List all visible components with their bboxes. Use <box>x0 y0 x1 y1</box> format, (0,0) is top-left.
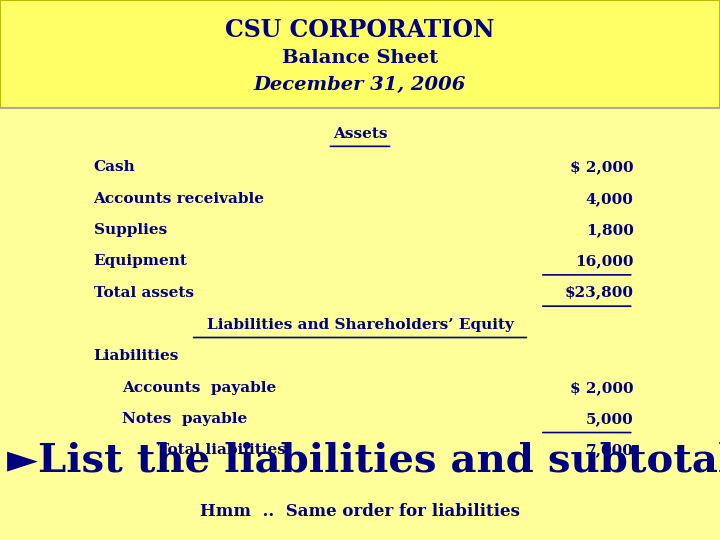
Text: $ 2,000: $ 2,000 <box>570 160 634 174</box>
Text: Cash: Cash <box>94 160 135 174</box>
Text: Supplies: Supplies <box>94 223 167 237</box>
Text: Accounts  payable: Accounts payable <box>122 381 276 395</box>
Text: $ 2,000: $ 2,000 <box>570 381 634 395</box>
Text: ►List the liabilities and subtotal: ►List the liabilities and subtotal <box>7 441 720 479</box>
Text: Accounts receivable: Accounts receivable <box>94 192 265 206</box>
Text: Balance Sheet: Balance Sheet <box>282 49 438 67</box>
Text: Total liabilities: Total liabilities <box>158 443 287 457</box>
Text: 4,000: 4,000 <box>586 192 634 206</box>
Text: Equipment: Equipment <box>94 254 187 268</box>
Text: Total assets: Total assets <box>94 286 194 300</box>
Text: December 31, 2006: December 31, 2006 <box>254 76 466 94</box>
FancyBboxPatch shape <box>0 0 720 108</box>
Text: Assets: Assets <box>333 127 387 141</box>
Text: Liabilities and Shareholders’ Equity: Liabilities and Shareholders’ Equity <box>207 318 513 332</box>
Text: Liabilities: Liabilities <box>94 349 179 363</box>
Text: 16,000: 16,000 <box>575 254 634 268</box>
Text: CSU CORPORATION: CSU CORPORATION <box>225 18 495 42</box>
Text: $23,800: $23,800 <box>564 286 634 300</box>
Text: 7,000: 7,000 <box>586 443 634 457</box>
Text: 5,000: 5,000 <box>586 412 634 426</box>
Text: Notes  payable: Notes payable <box>122 412 248 426</box>
Text: 1,800: 1,800 <box>586 223 634 237</box>
Text: Hmm  ..  Same order for liabilities: Hmm .. Same order for liabilities <box>200 503 520 521</box>
